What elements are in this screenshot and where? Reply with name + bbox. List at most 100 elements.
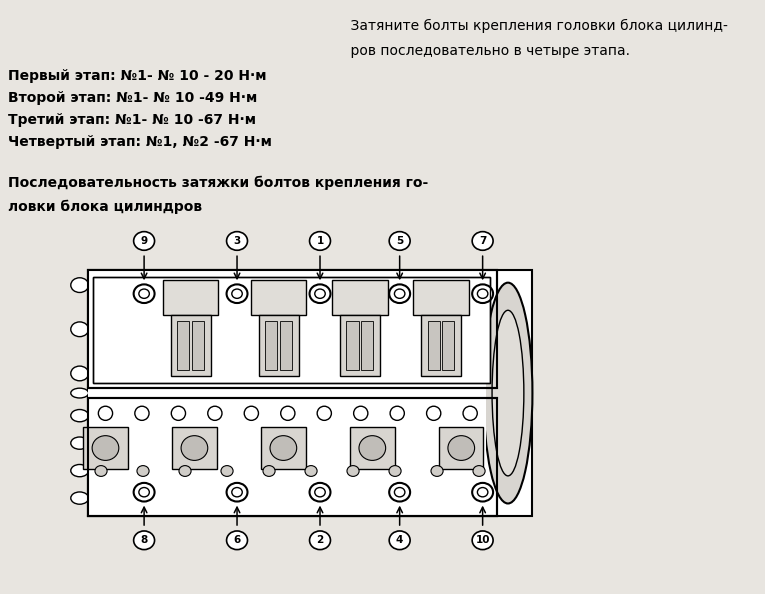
Ellipse shape (135, 406, 149, 421)
Bar (88, 270, 532, 516)
Text: 10: 10 (475, 535, 490, 545)
Bar (192, 321, 204, 369)
Bar (439, 428, 483, 469)
Ellipse shape (71, 492, 89, 504)
Ellipse shape (353, 406, 368, 421)
Circle shape (226, 483, 248, 501)
Ellipse shape (359, 435, 386, 460)
Bar (350, 428, 395, 469)
Circle shape (179, 466, 191, 476)
Text: Первый этап: №1- № 10 - 20 Н·м: Первый этап: №1- № 10 - 20 Н·м (8, 69, 266, 83)
Ellipse shape (281, 406, 295, 421)
Bar (280, 321, 292, 369)
Bar (88, 270, 486, 516)
Bar (265, 321, 278, 369)
Text: 3: 3 (233, 236, 241, 246)
Bar (93, 277, 490, 383)
Ellipse shape (181, 435, 208, 460)
Circle shape (477, 488, 488, 497)
Bar (261, 428, 305, 469)
Circle shape (395, 488, 405, 497)
Circle shape (139, 289, 149, 298)
Circle shape (95, 466, 107, 476)
Circle shape (472, 483, 493, 501)
Bar (332, 280, 388, 315)
Circle shape (134, 232, 155, 250)
Text: 6: 6 (233, 535, 241, 545)
Bar (172, 428, 216, 469)
Circle shape (310, 483, 330, 501)
Circle shape (347, 466, 359, 476)
Text: 2: 2 (317, 535, 324, 545)
Ellipse shape (270, 435, 297, 460)
Text: Затяните болты крепления головки блока цилинд-: Затяните болты крепления головки блока ц… (334, 19, 728, 33)
Circle shape (226, 531, 248, 549)
Circle shape (389, 232, 410, 250)
Bar (83, 428, 128, 469)
Circle shape (472, 285, 493, 303)
Bar (88, 270, 496, 388)
Ellipse shape (71, 322, 89, 337)
Bar (428, 321, 440, 369)
Circle shape (395, 289, 405, 298)
Circle shape (472, 531, 493, 549)
Circle shape (473, 466, 485, 476)
Ellipse shape (71, 388, 89, 398)
Bar (259, 315, 298, 376)
Circle shape (134, 285, 155, 303)
Circle shape (389, 483, 410, 501)
Bar (88, 398, 496, 516)
Ellipse shape (483, 283, 532, 504)
Ellipse shape (390, 406, 405, 421)
Bar (340, 315, 380, 376)
Circle shape (226, 232, 248, 250)
Ellipse shape (427, 406, 441, 421)
Bar (88, 270, 496, 388)
Ellipse shape (463, 406, 477, 421)
Circle shape (263, 466, 275, 476)
Bar (422, 315, 461, 376)
Text: Последовательность затяжки болтов крепления го-: Последовательность затяжки болтов крепле… (8, 176, 428, 190)
Bar (251, 280, 306, 315)
Circle shape (139, 488, 149, 497)
Text: Второй этап: №1- № 10 -49 Н·м: Второй этап: №1- № 10 -49 Н·м (8, 91, 257, 105)
Ellipse shape (71, 465, 89, 477)
Circle shape (389, 531, 410, 549)
Circle shape (226, 285, 248, 303)
Circle shape (310, 232, 330, 250)
Text: Четвертый этап: №1, №2 -67 Н·м: Четвертый этап: №1, №2 -67 Н·м (8, 135, 272, 149)
Circle shape (477, 289, 488, 298)
Circle shape (134, 483, 155, 501)
Ellipse shape (317, 406, 331, 421)
Bar (171, 315, 210, 376)
Bar (88, 398, 496, 516)
Bar (347, 321, 359, 369)
Circle shape (232, 488, 243, 497)
Text: 8: 8 (141, 535, 148, 545)
Ellipse shape (448, 435, 474, 460)
Circle shape (431, 466, 443, 476)
Text: 1: 1 (317, 236, 324, 246)
Circle shape (137, 466, 149, 476)
Ellipse shape (71, 437, 89, 449)
Bar (442, 321, 454, 369)
Circle shape (310, 285, 330, 303)
Ellipse shape (71, 366, 89, 381)
Text: ров последовательно в четыре этапа.: ров последовательно в четыре этапа. (334, 44, 630, 58)
Ellipse shape (92, 435, 119, 460)
Ellipse shape (492, 310, 524, 476)
Circle shape (314, 488, 325, 497)
Text: 7: 7 (479, 236, 487, 246)
Circle shape (305, 466, 317, 476)
Bar (163, 280, 218, 315)
Text: 4: 4 (396, 535, 403, 545)
Circle shape (221, 466, 233, 476)
Circle shape (310, 531, 330, 549)
Ellipse shape (99, 406, 112, 421)
Circle shape (134, 531, 155, 549)
Text: 5: 5 (396, 236, 403, 246)
Circle shape (389, 285, 410, 303)
Bar (93, 277, 490, 383)
Ellipse shape (71, 409, 89, 422)
Circle shape (314, 289, 325, 298)
